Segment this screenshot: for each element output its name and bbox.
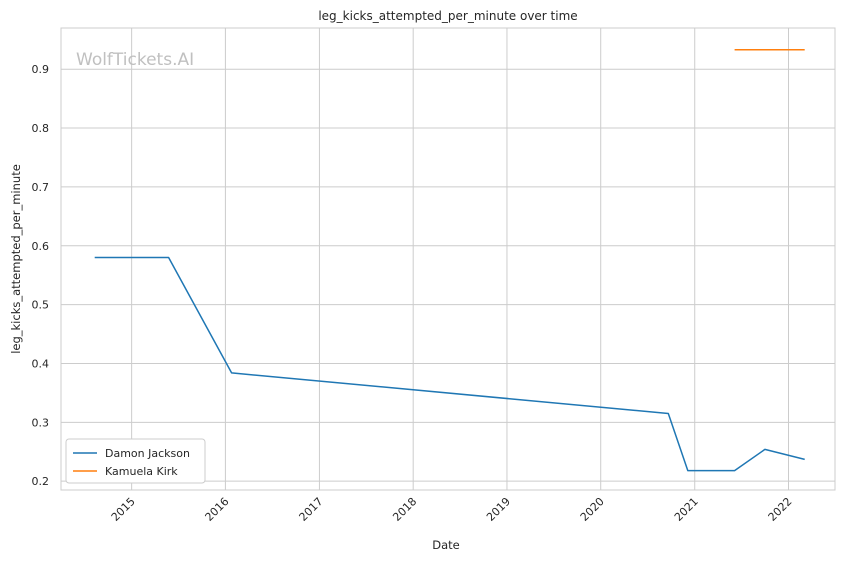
y-tick-label: 0.6 [32, 240, 50, 253]
x-tick-label: 2015 [109, 495, 138, 524]
y-tick-label: 0.4 [32, 357, 50, 370]
x-tick-label: 2022 [766, 495, 795, 524]
y-tick-label: 0.5 [32, 299, 50, 312]
grid-lines [61, 28, 835, 490]
x-axis-ticks: 2015 2016 2017 2018 2019 2020 2021 2022 [109, 495, 795, 524]
x-tick-label: 2020 [578, 495, 607, 524]
legend-box [65, 438, 206, 484]
x-tick-label: 2016 [203, 495, 232, 524]
series-layer [94, 49, 805, 472]
y-tick-label: 0.7 [32, 181, 50, 194]
x-tick-label: 2021 [672, 495, 701, 524]
y-tick-label: 0.3 [32, 416, 50, 429]
y-axis-title: leg_kicks_attempted_per_minute [9, 164, 23, 354]
legend-label-kamuela-kirk: Kamuela Kirk [105, 465, 178, 478]
chart-title: leg_kicks_attempted_per_minute over time [318, 9, 577, 23]
series-line-damon-jackson [94, 256, 805, 472]
legend-label-damon-jackson: Damon Jackson [105, 447, 190, 460]
x-tick-label: 2017 [297, 495, 326, 524]
x-tick-label: 2019 [484, 495, 513, 524]
x-tick-label: 2018 [390, 495, 419, 524]
y-axis-ticks: 0.2 0.3 0.4 0.5 0.6 0.7 0.8 0.9 [32, 63, 50, 488]
y-tick-label: 0.9 [32, 63, 50, 76]
x-axis-title: Date [432, 538, 460, 552]
y-tick-label: 0.2 [32, 475, 50, 488]
watermark: WolfTickets.AI [76, 50, 194, 70]
y-tick-label: 0.8 [32, 122, 50, 135]
plot-area [60, 27, 836, 491]
legend: Damon Jackson Kamuela Kirk [65, 438, 206, 484]
